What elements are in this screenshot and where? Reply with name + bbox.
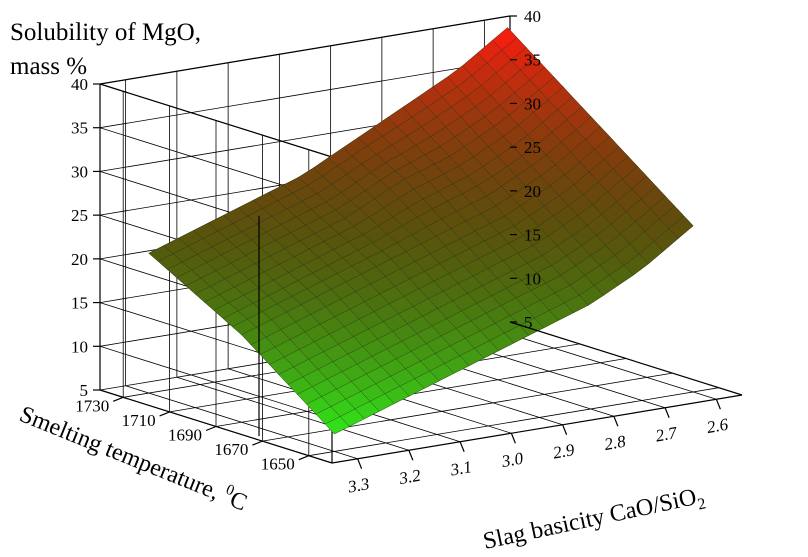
x-tick-mark [664,407,670,418]
surface-mesh-line [334,225,694,435]
z-tick-label-right: 15 [524,226,541,245]
floor-grid-line [215,358,627,427]
x-tick-label: 2.8 [603,432,628,454]
x-tick-mark [715,399,721,410]
x-tick-mark [408,450,414,461]
z-tick-label-right: 30 [524,94,541,113]
y-tick-label: 1670 [214,440,248,459]
y-tick-mark [112,396,124,402]
y-tick-mark [159,411,170,417]
y-tick-label: 1730 [75,396,109,415]
surface-mesh-line [315,205,675,415]
x-tick-mark [357,458,363,469]
z-tick-label-right: 20 [524,182,541,201]
y-tick-label: 1690 [168,426,202,445]
x-tick-label: 2.6 [705,415,730,437]
surface-mesh-line [167,47,527,270]
z-tick-label-left: 25 [71,206,88,225]
y-tick-label: 1710 [122,411,156,430]
z-axis-title-line1: Solubility of MgO, [10,19,201,46]
z-tick-label-left: 15 [71,294,88,313]
x-tick-mark [459,441,465,452]
x-tick-label: 2.9 [552,440,577,462]
z-tick-label-right: 40 [524,7,541,26]
surface-mesh-line [204,86,564,303]
surface-layer [148,27,694,435]
surface-mesh-line [213,96,573,311]
z-tick-label-right: 10 [524,269,541,288]
x-axis-title: Slag basicity CaO/SiO2 [481,483,708,557]
z-tick-label-right: 25 [524,138,541,157]
surface-mesh-line [287,176,647,385]
z-tick-label-left: 30 [71,162,88,181]
surface-mesh-line [297,186,657,395]
surface-mesh-line [157,37,518,262]
z-tick-label-left: 20 [71,250,88,269]
y-tick-mark [205,425,217,432]
surface-mesh-line [148,27,508,254]
y-tick-mark [298,455,310,461]
box-edge [509,321,743,396]
surface-mesh-line [260,146,620,355]
surface-mesh-line [278,166,638,375]
y-tick-mark [252,440,263,446]
z-tick-label-right: 5 [524,313,533,332]
z-tick-label-left: 10 [71,337,88,356]
surface-mesh-line [250,136,610,345]
x-tick-label: 3.3 [346,474,371,497]
surface-mesh-line [176,57,536,278]
surface-mesh-line [195,76,555,295]
x-tick-label: 3.1 [448,457,473,480]
x-tick-label: 3.2 [397,466,423,489]
z-tick-label-left: 40 [71,75,88,94]
x-tick-mark [613,416,619,427]
z-axis-title-line2: mass % [10,53,87,80]
surface-mesh-line [324,215,685,425]
box-edge [331,394,743,464]
z-tick-label-left: 35 [71,119,88,138]
z-tick-label-left: 5 [80,381,89,400]
x-tick-label: 2.7 [654,423,680,446]
x-tick-mark [510,433,516,444]
box-edge [99,15,511,85]
z-tick-label-right: 35 [524,51,541,70]
y-tick-label: 1650 [261,455,295,474]
surface-mesh-line [185,67,545,287]
surface-mesh-line [222,106,582,319]
x-tick-label: 3.0 [499,449,525,472]
surface-mesh-line [269,156,629,365]
surface-mesh-line [306,195,666,405]
surface-mesh-line [241,126,601,336]
box-edge [99,83,333,158]
surface-mesh-line [232,116,592,327]
floor-grid-line [308,387,719,457]
x-tick-mark [562,424,568,435]
